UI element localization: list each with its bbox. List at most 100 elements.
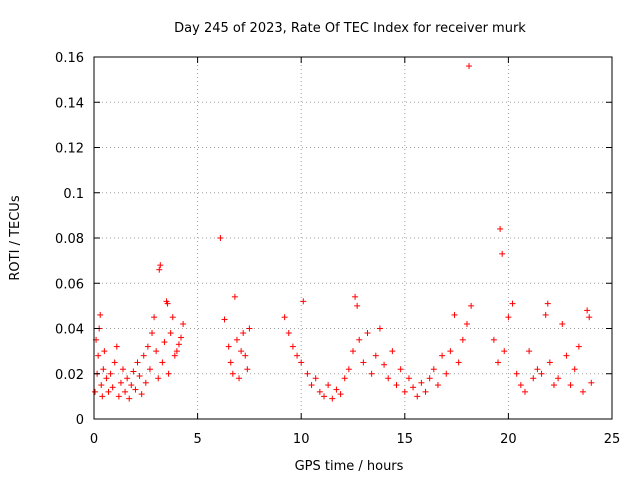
- data-point: [130, 368, 137, 375]
- data-point: [505, 314, 512, 321]
- data-point: [144, 343, 151, 350]
- data-point: [157, 262, 164, 269]
- data-point: [434, 382, 441, 389]
- data-point: [136, 373, 143, 380]
- data-point: [180, 320, 187, 327]
- data-point: [513, 370, 520, 377]
- data-point: [246, 325, 253, 332]
- x-tick-label: 0: [90, 432, 98, 447]
- data-point: [225, 343, 232, 350]
- data-point: [126, 395, 133, 402]
- data-point: [285, 330, 292, 337]
- data-point: [368, 370, 375, 377]
- data-point: [571, 366, 578, 373]
- data-point: [517, 382, 524, 389]
- data-point: [405, 375, 412, 382]
- data-point: [530, 375, 537, 382]
- data-point: [542, 311, 549, 318]
- data-point: [389, 348, 396, 355]
- data-point: [229, 370, 236, 377]
- data-point: [173, 348, 180, 355]
- data-point: [443, 370, 450, 377]
- data-point: [107, 370, 114, 377]
- data-point: [236, 375, 243, 382]
- data-point: [360, 359, 367, 366]
- data-point: [490, 336, 497, 343]
- data-point: [439, 352, 446, 359]
- data-point: [281, 314, 288, 321]
- data-point: [169, 314, 176, 321]
- data-point: [304, 370, 311, 377]
- data-point: [115, 393, 122, 400]
- data-point: [567, 382, 574, 389]
- data-point: [175, 341, 182, 348]
- x-axis-label: GPS time / hours: [295, 459, 404, 474]
- data-point: [161, 339, 168, 346]
- data-point: [105, 388, 112, 395]
- data-points: [92, 63, 595, 402]
- data-point: [497, 225, 504, 232]
- data-point: [178, 334, 185, 341]
- data-point: [122, 388, 129, 395]
- data-point: [354, 302, 361, 309]
- data-point: [579, 388, 586, 395]
- data-point: [509, 300, 516, 307]
- data-point: [111, 359, 118, 366]
- data-point: [385, 375, 392, 382]
- data-point: [149, 330, 156, 337]
- data-point: [244, 366, 251, 373]
- data-point: [459, 336, 466, 343]
- data-point: [546, 359, 553, 366]
- data-point: [159, 359, 166, 366]
- data-point: [526, 348, 533, 355]
- data-point: [584, 307, 591, 314]
- data-point: [356, 336, 363, 343]
- data-point: [165, 370, 172, 377]
- data-point: [381, 361, 388, 368]
- data-point: [312, 375, 319, 382]
- data-point: [559, 320, 566, 327]
- data-point: [240, 330, 247, 337]
- data-point: [550, 382, 557, 389]
- data-point: [92, 388, 99, 395]
- data-point: [156, 266, 163, 273]
- data-point: [414, 393, 421, 400]
- data-point: [586, 314, 593, 321]
- y-tick-label: 0.14: [55, 96, 84, 111]
- data-point: [294, 352, 301, 359]
- data-point: [97, 311, 104, 318]
- data-point: [588, 379, 595, 386]
- data-point: [575, 343, 582, 350]
- x-tick-label: 5: [193, 432, 201, 447]
- data-point: [534, 366, 541, 373]
- data-point: [316, 388, 323, 395]
- data-point: [167, 330, 174, 337]
- data-point: [563, 352, 570, 359]
- data-point: [329, 395, 336, 402]
- y-tick-label: 0: [76, 413, 84, 428]
- data-point: [140, 352, 147, 359]
- data-point: [393, 382, 400, 389]
- data-point: [410, 384, 417, 391]
- data-point: [113, 343, 120, 350]
- data-point: [308, 382, 315, 389]
- data-point: [153, 348, 160, 355]
- y-tick-label: 0.02: [55, 368, 84, 383]
- y-tick-label: 0.04: [55, 323, 84, 338]
- data-point: [422, 388, 429, 395]
- data-point: [364, 330, 371, 337]
- data-point: [372, 352, 379, 359]
- data-point: [103, 375, 110, 382]
- data-point: [100, 366, 107, 373]
- data-point: [217, 235, 224, 241]
- grid-layer: [93, 56, 613, 420]
- data-point: [451, 311, 458, 318]
- data-point: [401, 388, 408, 395]
- data-point: [298, 359, 305, 366]
- data-point: [99, 393, 106, 400]
- data-point: [134, 359, 141, 366]
- data-point: [337, 391, 344, 398]
- data-point: [221, 316, 228, 323]
- chart-title: Day 245 of 2023, Rate Of TEC Index for r…: [174, 21, 526, 36]
- data-point: [95, 352, 102, 359]
